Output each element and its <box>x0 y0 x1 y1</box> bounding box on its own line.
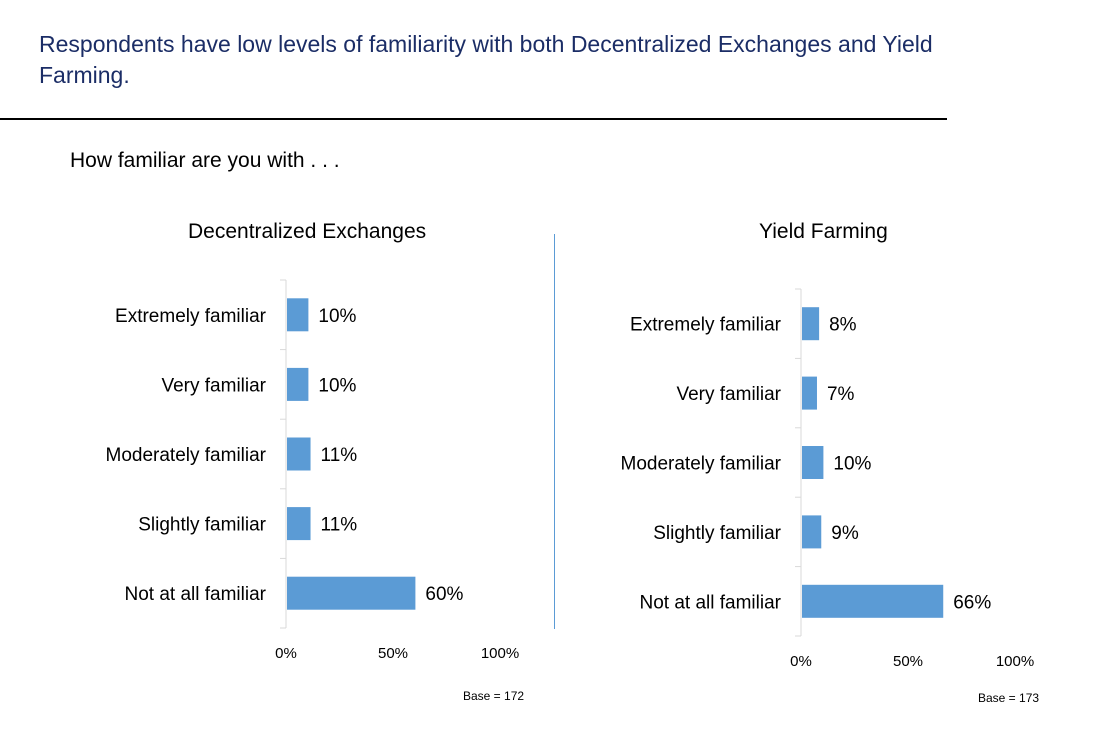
x-tick-label: 50% <box>893 653 923 670</box>
x-tick-label: 100% <box>996 653 1034 670</box>
category-label: Extremely familiar <box>630 315 782 336</box>
data-label: 8% <box>829 315 857 336</box>
category-label: Moderately familiar <box>621 454 782 475</box>
data-label: 10% <box>318 306 356 327</box>
category-label: Slightly familiar <box>138 515 266 536</box>
bar <box>287 507 311 541</box>
survey-question: How familiar are you with . . . <box>70 149 340 172</box>
x-tick-label: 0% <box>275 645 297 662</box>
data-label: 10% <box>833 454 871 475</box>
bar <box>287 298 309 332</box>
charts-divider <box>554 234 555 629</box>
data-label: 11% <box>321 445 358 466</box>
bar <box>802 584 944 618</box>
slide-headline: Respondents have low levels of familiari… <box>39 31 933 88</box>
bar <box>802 307 820 341</box>
category-label: Moderately familiar <box>106 445 267 466</box>
x-tick-label: 50% <box>378 645 408 662</box>
headline-divider <box>0 118 947 120</box>
data-label: 10% <box>318 375 356 396</box>
category-label: Not at all familiar <box>125 584 267 605</box>
data-label: 60% <box>425 584 463 605</box>
bar <box>802 376 817 410</box>
x-tick-label: 100% <box>481 645 519 662</box>
bar <box>802 446 824 479</box>
bar <box>802 515 822 549</box>
category-label: Very familiar <box>161 375 266 396</box>
category-label: Extremely familiar <box>115 306 267 327</box>
chart-title-decentralized-exchanges: Decentralized Exchanges <box>188 220 427 243</box>
x-tick-label: 0% <box>790 653 812 670</box>
bar <box>287 437 311 471</box>
bar <box>287 367 309 401</box>
data-label: 7% <box>827 384 855 405</box>
bar <box>287 576 416 610</box>
base-note-yield-farming: Base = 173 <box>978 691 1040 705</box>
base-note-decentralized-exchanges: Base = 172 <box>463 689 525 703</box>
category-label: Very familiar <box>676 384 781 405</box>
chart-title-yield-farming: Yield Farming <box>759 220 888 243</box>
data-label: 11% <box>321 515 358 536</box>
data-label: 66% <box>953 592 991 613</box>
category-label: Slightly familiar <box>653 523 781 544</box>
category-label: Not at all familiar <box>640 592 782 613</box>
data-label: 9% <box>831 523 859 544</box>
